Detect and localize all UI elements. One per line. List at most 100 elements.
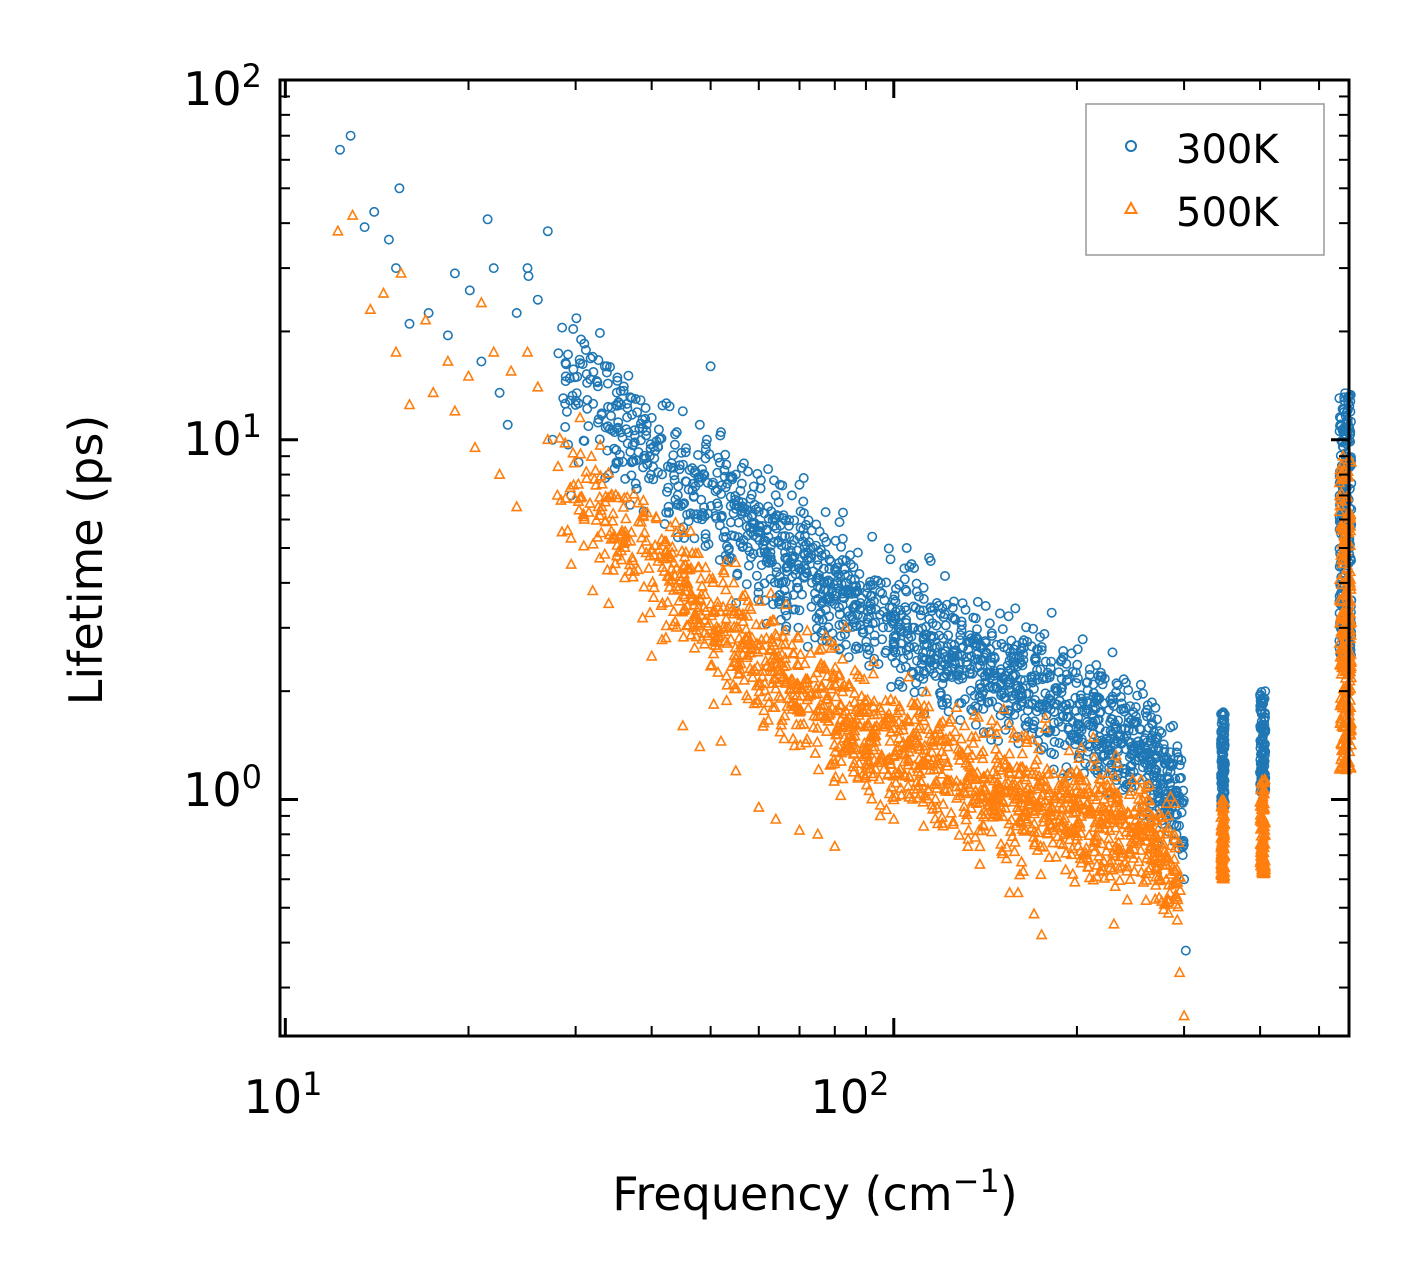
- data-point-300k: [1081, 677, 1092, 688]
- data-point-500k: [720, 669, 733, 681]
- data-point-500k: [505, 364, 518, 376]
- data-point-500k: [1042, 805, 1055, 817]
- data-point-300k: [1090, 716, 1101, 727]
- data-point-300k: [935, 687, 946, 698]
- data-point-500k: [907, 727, 920, 739]
- data-point-300k: [685, 508, 696, 519]
- data-point-500k: [852, 770, 864, 782]
- data-point-500k: [1057, 814, 1070, 826]
- data-point-300k: [1135, 679, 1146, 690]
- data-point-300k: [585, 353, 596, 364]
- data-point-300k: [1015, 645, 1026, 656]
- data-point-500k: [1157, 903, 1170, 915]
- data-point-300k: [592, 381, 603, 392]
- data-point-500k: [860, 742, 873, 754]
- data-point-500k: [687, 620, 699, 632]
- data-point-300k: [813, 615, 824, 626]
- data-point-300k: [1110, 738, 1121, 749]
- data-point-500k: [779, 637, 791, 649]
- data-point-300k: [1107, 714, 1118, 725]
- data-point-300k: [771, 523, 782, 534]
- data-point-500k: [669, 516, 682, 528]
- data-point-300k: [1153, 742, 1164, 753]
- data-point-500k: [961, 743, 974, 755]
- data-point-300k: [851, 641, 862, 652]
- data-point-300k: [842, 623, 853, 634]
- data-point-500k: [661, 595, 674, 607]
- data-point-300k: [901, 542, 912, 553]
- data-point-300k: [1071, 677, 1082, 688]
- data-point-500k: [884, 692, 897, 705]
- data-point-500k: [742, 630, 755, 642]
- data-point-300k: [718, 532, 729, 543]
- data-point-500k: [727, 576, 740, 588]
- data-point-300k: [1172, 741, 1183, 752]
- data-point-500k: [462, 369, 475, 381]
- data-point-500k: [1094, 864, 1107, 876]
- data-point-500k: [1097, 817, 1110, 830]
- data-point-500k: [757, 719, 769, 731]
- data-point-500k: [1002, 776, 1015, 788]
- data-point-500k: [947, 817, 960, 829]
- data-point-500k: [1012, 886, 1024, 898]
- data-point-300k: [1039, 628, 1050, 639]
- data-point-500k: [632, 563, 644, 575]
- data-point-500k: [1108, 801, 1121, 813]
- data-point-300k: [901, 617, 912, 628]
- data-point-500k: [855, 689, 868, 702]
- data-point-300k: [1036, 641, 1047, 652]
- data-point-500k: [1258, 823, 1271, 835]
- data-point-500k: [746, 643, 758, 655]
- data-point-300k: [1029, 670, 1040, 681]
- data-point-300k: [1021, 622, 1032, 633]
- data-point-500k: [977, 819, 990, 831]
- data-point-300k: [790, 604, 801, 615]
- data-point-300k: [913, 591, 924, 602]
- data-point-500k: [736, 589, 749, 602]
- data-point-500k: [875, 718, 888, 730]
- data-point-300k: [857, 627, 868, 638]
- data-point-300k: [668, 462, 679, 473]
- data-point-500k: [1153, 820, 1166, 833]
- data-point-300k: [625, 446, 636, 457]
- data-point-500k: [1114, 850, 1127, 862]
- data-point-300k: [701, 434, 712, 445]
- data-point-300k: [773, 596, 784, 607]
- data-point-500k: [637, 494, 650, 506]
- data-point-500k: [947, 734, 960, 746]
- data-point-500k: [990, 767, 1003, 780]
- data-point-300k: [1178, 795, 1189, 806]
- data-point-500k: [1102, 838, 1115, 851]
- data-point-500k: [1334, 717, 1347, 729]
- data-point-500k: [1109, 849, 1122, 861]
- data-point-300k: [842, 584, 853, 595]
- data-point-500k: [1003, 747, 1016, 759]
- data-point-500k: [1087, 873, 1100, 885]
- data-point-500k: [721, 603, 734, 615]
- data-point-300k: [887, 651, 898, 662]
- data-point-500k: [978, 726, 991, 739]
- y-axis-label: Lifetime (ps): [59, 415, 113, 706]
- data-point-500k: [788, 739, 801, 751]
- data-point-300k: [961, 656, 972, 667]
- data-point-500k: [636, 611, 649, 623]
- data-point-500k: [1334, 463, 1346, 475]
- data-point-500k: [764, 615, 777, 627]
- data-point-500k: [1009, 835, 1021, 847]
- data-point-500k: [913, 719, 926, 731]
- data-point-500k: [677, 630, 690, 642]
- data-point-500k: [997, 702, 1010, 714]
- data-point-300k: [680, 476, 691, 487]
- data-point-500k: [955, 732, 968, 744]
- data-point-500k: [912, 779, 925, 791]
- data-point-500k: [728, 620, 741, 632]
- data-point-300k: [956, 670, 967, 681]
- data-point-500k: [766, 635, 779, 647]
- data-point-500k: [832, 720, 845, 732]
- data-point-500k: [669, 615, 682, 627]
- data-point-500k: [774, 691, 787, 703]
- data-point-500k: [985, 714, 998, 726]
- data-point-500k: [829, 745, 842, 757]
- data-point-500k: [1109, 770, 1122, 782]
- data-point-300k: [879, 595, 890, 606]
